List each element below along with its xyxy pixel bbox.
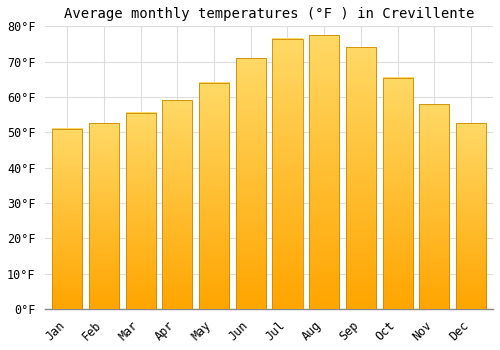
Bar: [89, 124, 119, 309]
Bar: [420, 104, 450, 309]
Bar: [382, 78, 412, 309]
Bar: [52, 129, 82, 309]
Bar: [199, 83, 229, 309]
Bar: [126, 113, 156, 309]
Title: Average monthly temperatures (°F ) in Crevillente: Average monthly temperatures (°F ) in Cr…: [64, 7, 474, 21]
Bar: [456, 124, 486, 309]
Bar: [236, 58, 266, 309]
Bar: [346, 48, 376, 309]
Bar: [272, 38, 302, 309]
Bar: [162, 100, 192, 309]
Bar: [309, 35, 339, 309]
